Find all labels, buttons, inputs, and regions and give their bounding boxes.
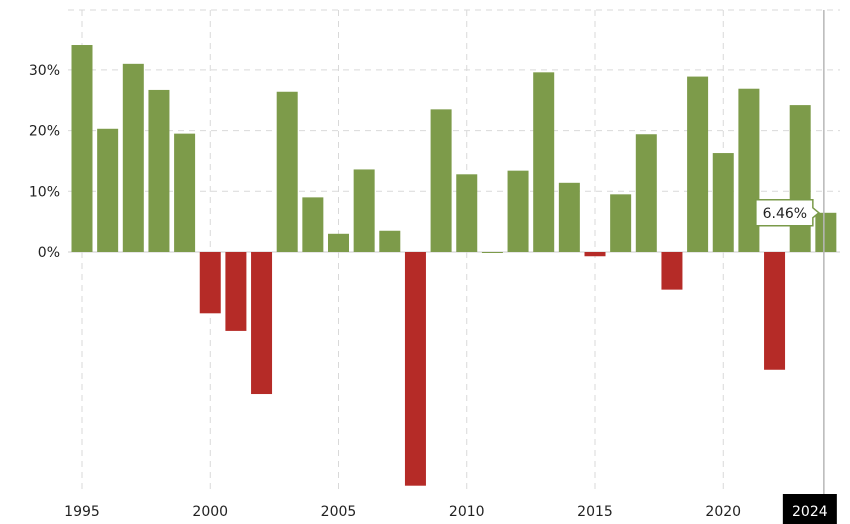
bar-2010[interactable]	[456, 174, 478, 252]
x-tick-label: 2005	[321, 504, 357, 520]
bar-2013[interactable]	[533, 72, 555, 252]
x-tick-label: 2015	[577, 504, 613, 520]
y-tick-label: 30%	[29, 63, 60, 79]
bar-2012[interactable]	[507, 170, 529, 252]
bar-2020[interactable]	[712, 153, 734, 252]
y-tick-label: 10%	[29, 184, 60, 200]
x-tick-label: 1995	[64, 504, 100, 520]
bar-1997[interactable]	[122, 63, 144, 252]
value-tooltip	[755, 199, 821, 227]
y-tick-label: 0%	[38, 245, 60, 261]
highlight-year-box	[782, 494, 837, 524]
bar-2018[interactable]	[661, 252, 683, 290]
bar-2008[interactable]	[404, 252, 426, 486]
bar-2017[interactable]	[635, 134, 657, 252]
x-tick-label: 2000	[192, 504, 228, 520]
bars-layer	[71, 45, 837, 486]
bar-2007[interactable]	[379, 230, 401, 252]
bar-1998[interactable]	[148, 89, 170, 252]
bar-1995[interactable]	[71, 45, 93, 252]
bar-2006[interactable]	[353, 169, 375, 252]
bar-2014[interactable]	[558, 182, 580, 252]
bar-2003[interactable]	[276, 91, 298, 252]
bar-2015[interactable]	[584, 252, 606, 257]
y-tick-label: 20%	[29, 124, 60, 140]
bar-1999[interactable]	[174, 133, 196, 252]
grid-layer	[68, 9, 840, 490]
bar-2016[interactable]	[610, 194, 632, 252]
bar-2005[interactable]	[328, 233, 349, 252]
bar-2023[interactable]	[789, 105, 811, 252]
bar-2009[interactable]	[430, 109, 452, 252]
bar-2024[interactable]	[815, 212, 837, 252]
bar-2021[interactable]	[738, 88, 760, 252]
tooltip-value-label: 6.46%	[763, 206, 807, 222]
cursor-layer: 2024 6.46%	[755, 10, 837, 524]
bar-2011[interactable]	[481, 252, 503, 253]
x-tick-label: 2020	[705, 504, 741, 520]
bar-2002[interactable]	[251, 252, 273, 395]
bar-1996[interactable]	[97, 128, 119, 252]
bar-2022[interactable]	[764, 252, 786, 370]
bar-2019[interactable]	[687, 76, 709, 253]
highlight-year-label: 2024	[792, 504, 828, 520]
bar-2004[interactable]	[302, 197, 324, 252]
bar-2000[interactable]	[199, 252, 221, 314]
axis-layer: 0% 10% 20% 30% 1995 2000 2005 2010 2015 2020	[29, 63, 741, 520]
bar-2001[interactable]	[225, 252, 247, 331]
x-tick-label: 2010	[449, 504, 485, 520]
